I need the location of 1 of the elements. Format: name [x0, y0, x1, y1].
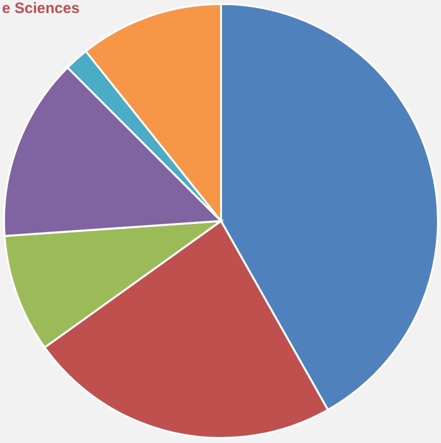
chart-title: e Sciences — [2, 0, 80, 17]
